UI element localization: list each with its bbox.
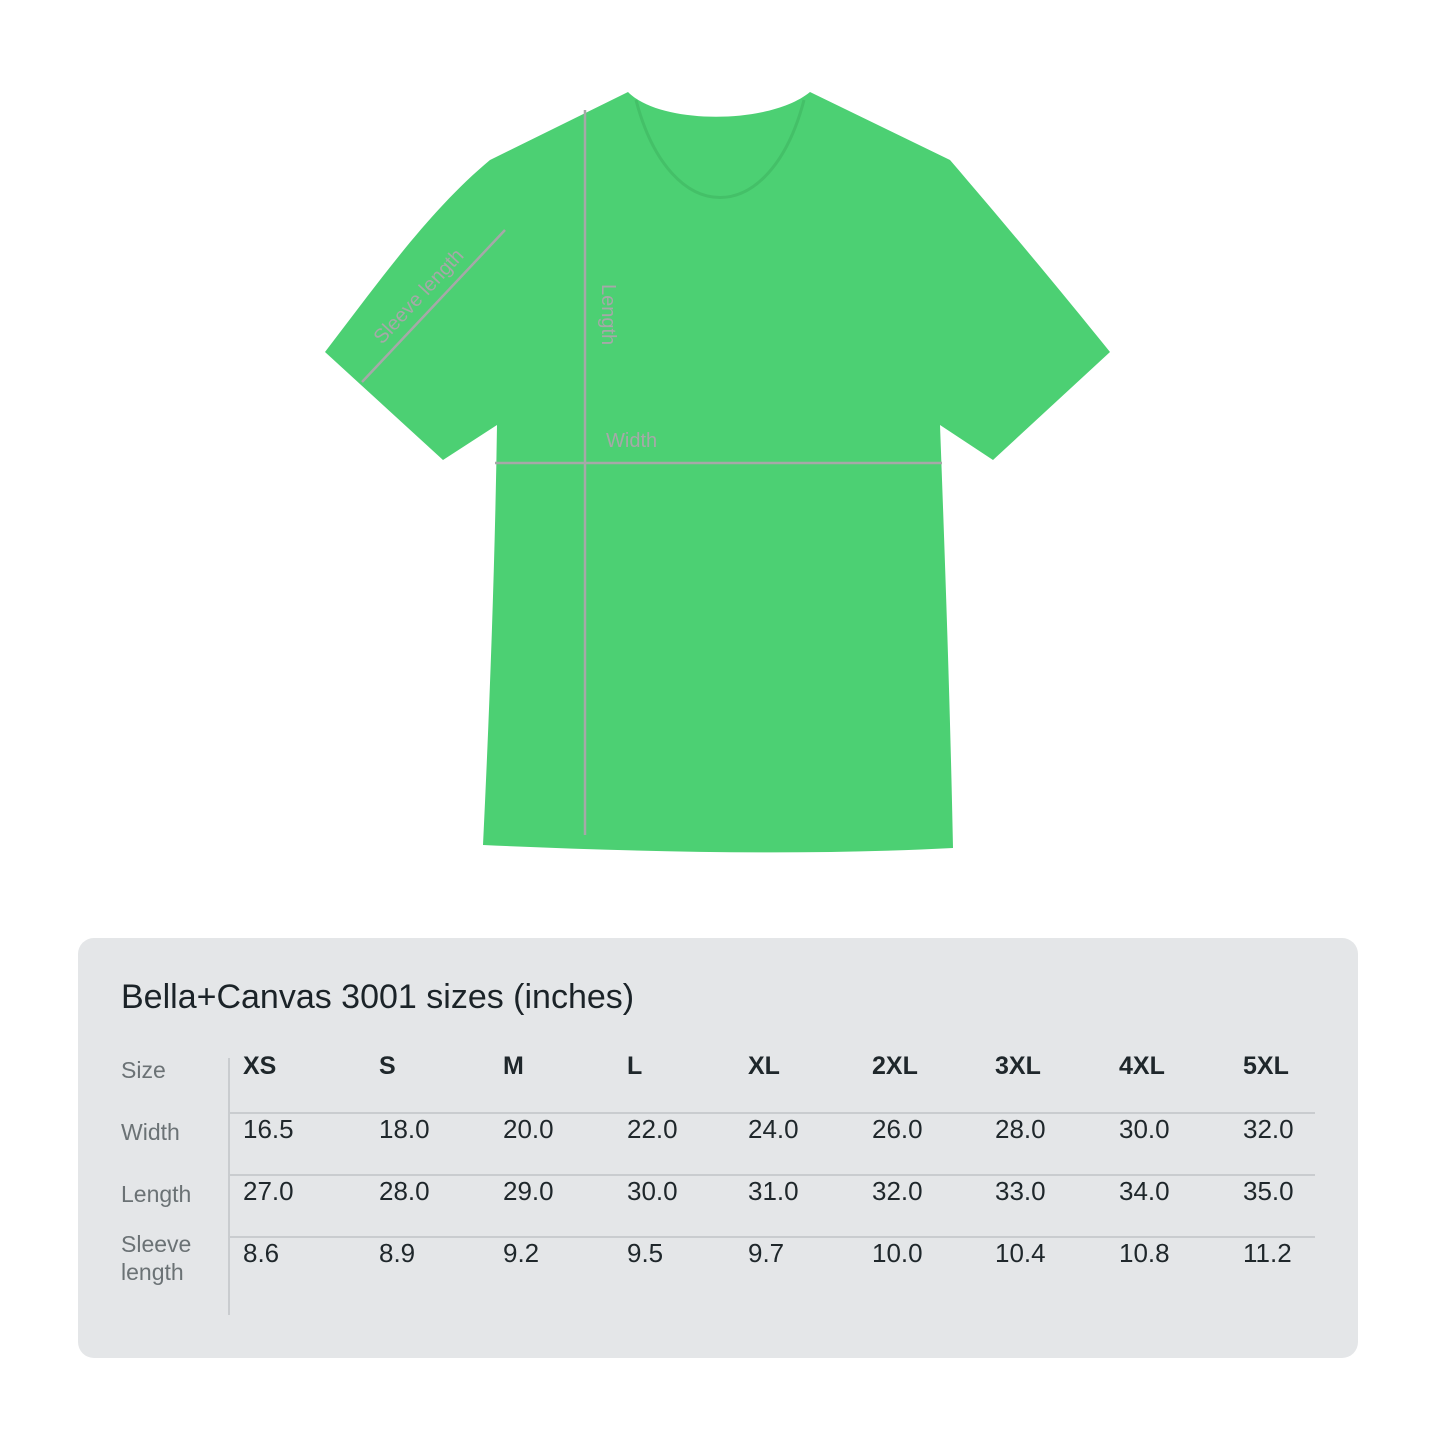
row-header: Length — [121, 1181, 192, 1207]
table-cell: 27.0 — [243, 1176, 294, 1206]
size-header: XS — [243, 1052, 277, 1080]
table-cell: 18.0 — [379, 1114, 430, 1144]
table-cell: 29.0 — [503, 1176, 554, 1206]
size-header: XL — [748, 1052, 780, 1080]
column-divider — [228, 1058, 230, 1315]
table-cell: 28.0 — [379, 1176, 430, 1206]
size-header: S — [379, 1052, 396, 1080]
tshirt-image: Sleeve length Length Width — [325, 92, 1110, 853]
table-cell: 10.8 — [1119, 1238, 1170, 1268]
table-cell: 31.0 — [748, 1176, 799, 1206]
width-label: Width — [606, 430, 657, 452]
size-chart-title: Bella+Canvas 3001 sizes (inches) — [121, 978, 635, 1016]
row-divider — [228, 1236, 1315, 1238]
table-cell: 9.2 — [503, 1238, 540, 1268]
size-header: 5XL — [1243, 1052, 1289, 1080]
table-cell: 8.9 — [379, 1238, 416, 1268]
table-cell: 24.0 — [748, 1114, 799, 1144]
table-cell: 33.0 — [995, 1176, 1046, 1206]
table-cell: 9.7 — [748, 1238, 785, 1268]
table-cell: 30.0 — [627, 1176, 678, 1206]
size-header: L — [627, 1052, 643, 1080]
row-divider — [228, 1112, 1315, 1114]
table-cell: 32.0 — [872, 1176, 923, 1206]
row-divider — [228, 1174, 1315, 1176]
length-label: Length — [597, 284, 619, 345]
table-cell: 34.0 — [1119, 1176, 1170, 1206]
tshirt-collar — [634, 99, 806, 199]
table-cell: 28.0 — [995, 1114, 1046, 1144]
table-cell: 30.0 — [1119, 1114, 1170, 1144]
row-header: Size — [121, 1057, 166, 1083]
row-header: Sleeve length — [121, 1231, 192, 1285]
table-cell: 8.6 — [243, 1238, 280, 1268]
size-header: 2XL — [872, 1052, 918, 1080]
row-header: Width — [121, 1119, 180, 1145]
table-cell: 10.0 — [872, 1238, 923, 1268]
table-cell: 35.0 — [1243, 1176, 1294, 1206]
size-chart-panel: Bella+Canvas 3001 sizes (inches) Size Wid… — [78, 938, 1358, 1358]
table-cell: 11.2 — [1243, 1238, 1292, 1268]
table-cell: 22.0 — [627, 1114, 678, 1144]
size-header: 3XL — [995, 1052, 1041, 1080]
table-cell: 26.0 — [872, 1114, 923, 1144]
table-cell: 32.0 — [1243, 1114, 1294, 1144]
size-header: 4XL — [1119, 1052, 1165, 1080]
tshirt-body — [325, 92, 1110, 853]
size-header: M — [503, 1052, 524, 1080]
table-cell: 16.5 — [243, 1114, 294, 1144]
sleeve-measure-line — [361, 229, 506, 383]
table-cell: 9.5 — [627, 1238, 664, 1268]
table-cell: 20.0 — [503, 1114, 554, 1144]
table-cell: 10.4 — [995, 1238, 1046, 1268]
